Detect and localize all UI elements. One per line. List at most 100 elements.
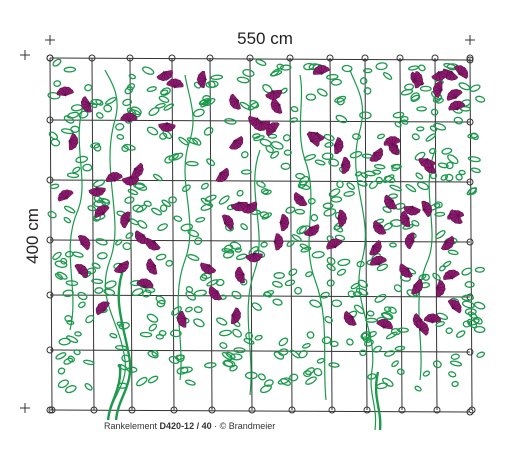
stem (114, 264, 132, 421)
leaf (367, 330, 377, 338)
petal (223, 223, 234, 231)
petal (334, 144, 340, 155)
leaf (174, 354, 185, 360)
petal (413, 78, 420, 89)
flower (416, 320, 429, 336)
flower (343, 310, 357, 326)
flower (229, 93, 241, 110)
petal (449, 209, 460, 216)
leaf (324, 316, 333, 324)
leaf (305, 271, 313, 278)
leaf (84, 383, 93, 391)
wire-end (46, 176, 54, 184)
flower (293, 191, 308, 207)
petal (104, 301, 110, 312)
flower (326, 238, 343, 250)
leaf (448, 371, 457, 378)
petal (369, 245, 375, 256)
leaf (435, 321, 445, 327)
petal (147, 258, 157, 266)
flower (312, 65, 330, 76)
flower (80, 96, 92, 113)
leaf (362, 68, 373, 74)
leaf (95, 99, 104, 106)
leaf (249, 99, 260, 109)
flower (384, 194, 398, 210)
leaf (55, 352, 67, 360)
wire-end (90, 406, 98, 414)
leaf (296, 225, 307, 235)
leaf (411, 133, 420, 141)
leaf (251, 302, 262, 311)
leaf (185, 160, 199, 167)
vine (177, 74, 194, 381)
leaf (441, 147, 453, 155)
flower (56, 86, 74, 97)
leaf (385, 331, 398, 340)
leaf (436, 312, 449, 320)
leaf (184, 306, 193, 313)
leaf (254, 334, 263, 341)
width-label: 550 cm (237, 29, 293, 48)
flower (431, 70, 448, 81)
leaf (94, 287, 104, 294)
leaf (259, 211, 270, 219)
leaf (234, 247, 242, 253)
leaf (416, 106, 427, 112)
leaf (425, 133, 437, 142)
petal (143, 282, 154, 288)
leaf (362, 336, 372, 343)
leaf (105, 97, 117, 105)
leaf (455, 173, 463, 181)
leaf (467, 311, 478, 320)
leaf (360, 331, 372, 340)
leaf (161, 199, 171, 208)
flower (196, 70, 208, 88)
leaf (373, 345, 382, 353)
wire-end (46, 406, 54, 414)
petal (66, 190, 74, 200)
leaf (316, 88, 328, 97)
leaf (118, 321, 130, 330)
leaf (139, 331, 153, 338)
leaf (180, 223, 194, 232)
wire-end (466, 238, 474, 246)
cross (20, 403, 30, 413)
leaf (355, 287, 369, 296)
flower (96, 301, 110, 316)
leaf (328, 158, 340, 167)
leaf (203, 126, 214, 136)
flower (383, 136, 401, 147)
leaf (67, 355, 75, 363)
leaf (97, 252, 108, 260)
cross (20, 50, 30, 60)
leaf (257, 373, 266, 381)
leaf (47, 91, 61, 100)
leaf (359, 111, 372, 120)
leaf (134, 183, 148, 191)
leaf (475, 95, 486, 103)
leaf (297, 180, 308, 189)
leaf (302, 342, 311, 349)
flowers (56, 65, 469, 336)
leaf (323, 208, 337, 217)
leaf (326, 263, 336, 272)
leaf (85, 314, 95, 324)
leaf (273, 351, 285, 360)
leaf (176, 366, 189, 375)
leaf (435, 230, 446, 239)
flower (200, 262, 217, 275)
petal (241, 203, 249, 213)
leaf (57, 367, 66, 375)
leaf (375, 176, 383, 185)
leaf (432, 360, 442, 369)
petal (344, 310, 354, 317)
leaf (381, 377, 394, 387)
leaf (376, 382, 389, 390)
leaf (422, 273, 430, 281)
leaf (218, 195, 230, 205)
leaf (466, 187, 478, 196)
leaf (444, 173, 454, 182)
leaf (450, 353, 460, 360)
leaf (467, 156, 481, 163)
